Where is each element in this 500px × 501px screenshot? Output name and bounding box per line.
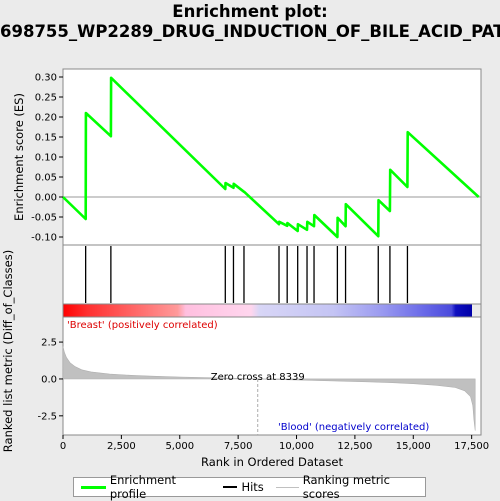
rank-xtick-label: 5,000 — [165, 441, 194, 452]
positive-label: 'Breast' (positively correlated) — [67, 320, 218, 331]
legend-item-hits: Hits — [223, 480, 264, 494]
legend-item-ranking: Ranking metric scores — [275, 473, 425, 501]
rank-x-ticks: 0 2,500 5,000 7,500 10,000 12,500 15,000 17,500 — [60, 435, 489, 452]
page-title: Enrichment plot: 698755_WP2289_DRUG_INDU… — [0, 2, 500, 41]
legend-label-enrichment: Enrichment profile — [109, 473, 177, 501]
rank-ytick-label: -2.5 — [37, 411, 57, 422]
rank-ylabel: Ranked list metric (Diff_of_Classes) — [1, 250, 15, 452]
rank-xtick-label: 7,500 — [224, 441, 253, 452]
ranking-metric-area — [62, 346, 476, 431]
colorbar-gradient — [63, 304, 472, 317]
legend: Enrichment profile Hits Ranking metric s… — [73, 473, 426, 501]
es-ytick-label: 0.25 — [35, 93, 57, 104]
rank-y-ticks: 2.5 0.0 -2.5 — [37, 338, 63, 422]
hit-lines — [85, 246, 409, 303]
es-ytick-label: -0.05 — [31, 213, 57, 224]
es-ytick-label: 0.20 — [35, 113, 57, 124]
rank-xtick-label: 15,000 — [396, 441, 431, 452]
hits-swatch — [223, 486, 238, 488]
es-ytick-label: -0.10 — [31, 233, 57, 244]
enrichment-profile-line — [62, 76, 480, 239]
rank-colorbar — [62, 303, 482, 318]
rank-xtick-label: 2,500 — [107, 441, 136, 452]
es-ytick-label: 0.05 — [35, 173, 57, 184]
rank-xtick-label: 0 — [60, 441, 66, 452]
es-ytick-label: 0.10 — [35, 153, 57, 164]
legend-label-hits: Hits — [241, 480, 264, 494]
zero-cross-label: Zero cross at 8339 — [211, 372, 305, 383]
ranking-swatch — [275, 486, 299, 488]
es-ylabel: Enrichment score (ES) — [12, 93, 26, 221]
rank-ytick-label: 0.0 — [41, 374, 57, 385]
rank-panel: Zero cross at 8339 'Breast' (positively … — [1, 250, 489, 469]
hits-panel — [62, 244, 482, 305]
es-y-ticks: 0.30 0.25 0.20 0.15 0.10 0.05 0.00 -0.05 -0.10 — [31, 73, 63, 244]
enrichment-swatch — [81, 485, 106, 489]
legend-label-ranking: Ranking metric scores — [302, 473, 390, 501]
es-ytick-label: 0.00 — [35, 193, 57, 204]
rank-xtick-label: 12,500 — [337, 441, 372, 452]
es-ytick-label: 0.30 — [35, 73, 57, 84]
es-panel: 0.30 0.25 0.20 0.15 0.10 0.05 0.00 -0.05 -0.10 E… — [12, 68, 482, 246]
rank-xlabel: Rank in Ordered Dataset — [201, 455, 344, 469]
hits-plot-area — [62, 244, 482, 305]
negative-label: 'Blood' (negatively correlated) — [278, 422, 429, 433]
legend-item-enrichment: Enrichment profile — [81, 473, 211, 501]
rank-xtick-label: 10,000 — [279, 441, 314, 452]
rank-ytick-label: 2.5 — [41, 338, 57, 349]
es-ytick-label: 0.15 — [35, 133, 57, 144]
rank-xtick-label: 17,500 — [454, 441, 489, 452]
